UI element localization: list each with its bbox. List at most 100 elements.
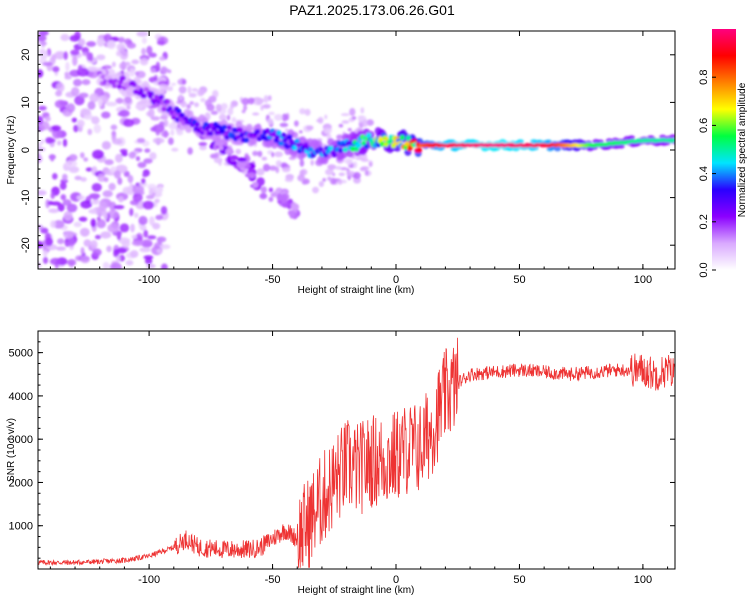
spectrogram-blob bbox=[66, 103, 76, 113]
spectrogram-blob bbox=[236, 160, 246, 169]
spectrogram-blob bbox=[198, 142, 208, 146]
spectrogram-blob bbox=[45, 237, 53, 247]
spectrogram-blob bbox=[66, 203, 78, 213]
spectrogram-blob bbox=[78, 216, 88, 222]
spectrogram-blob bbox=[46, 48, 52, 57]
spectrogram-blob bbox=[107, 39, 116, 50]
spectrogram-blob bbox=[71, 87, 80, 97]
spectrogram-blob bbox=[268, 95, 272, 101]
spectrogram-blob bbox=[194, 121, 200, 127]
spectrogram-blob bbox=[347, 128, 352, 132]
spectrogram-blob bbox=[169, 85, 174, 92]
spectrogram-blob bbox=[300, 168, 308, 176]
spectrogram-blob bbox=[187, 86, 192, 94]
spectrogram-blob bbox=[324, 114, 328, 120]
spectrogram-blob bbox=[117, 177, 123, 185]
spectrogram-blob bbox=[231, 117, 237, 123]
spectrogram-blob bbox=[362, 119, 368, 128]
spectrogram-blob bbox=[119, 50, 129, 61]
spectrogram-image bbox=[38, 31, 675, 269]
spectrogram-blob bbox=[130, 223, 135, 233]
y-tick-label: 3000 bbox=[9, 434, 33, 446]
colorbar-label: Normalized spectral amplitude bbox=[737, 82, 748, 217]
spectrogram-blob bbox=[131, 59, 140, 65]
spectrogram-blob bbox=[65, 61, 70, 72]
spectrogram-blob bbox=[310, 159, 314, 166]
spectrogram-blob bbox=[123, 118, 135, 127]
spectrogram-blob bbox=[152, 222, 161, 230]
spectrogram-blob bbox=[96, 219, 107, 229]
spectrogram-blob bbox=[136, 31, 149, 37]
spectrogram-blob bbox=[342, 147, 348, 153]
spectrogram-blob bbox=[281, 132, 287, 138]
x-tick-label: -100 bbox=[138, 274, 160, 286]
spectrogram-blob bbox=[268, 187, 274, 193]
spectrogram-blob bbox=[315, 140, 323, 149]
spectrogram-blob bbox=[68, 154, 78, 162]
spectrogram-blob bbox=[64, 71, 70, 77]
spectrogram-blob bbox=[218, 114, 227, 121]
spectrogram-blob bbox=[93, 124, 102, 134]
spectrogram-blob bbox=[74, 175, 82, 181]
spectrogram-blob bbox=[74, 31, 81, 40]
spectrogram-blob bbox=[72, 56, 78, 66]
spectrogram-blob bbox=[252, 181, 259, 188]
spectrogram-blob bbox=[80, 247, 85, 255]
spectrogram-blob bbox=[38, 262, 42, 268]
spectrogram-blob bbox=[179, 94, 183, 101]
spectrogram-blob bbox=[160, 131, 170, 138]
spectrogram-blob bbox=[241, 109, 246, 114]
spectrogram-blob bbox=[176, 128, 184, 136]
spectrogram-blob bbox=[150, 68, 156, 73]
spectrogram-blob bbox=[150, 116, 161, 121]
spectrogram-blob bbox=[156, 40, 166, 46]
spectrogram-blob bbox=[256, 168, 265, 176]
spectrogram-blob bbox=[353, 172, 361, 179]
spectrogram-blob bbox=[73, 78, 82, 87]
spectrogram-blob bbox=[51, 201, 61, 206]
spectrogram-blob bbox=[274, 134, 281, 140]
spectrogram-blob bbox=[54, 51, 66, 60]
spectrogram-blob bbox=[252, 112, 260, 116]
spectrogram-blob bbox=[280, 162, 288, 168]
spectrogram-blob bbox=[115, 153, 123, 163]
spectrogram-blob bbox=[360, 107, 365, 114]
spectrogram-blob bbox=[299, 130, 303, 134]
spectrogram-blob bbox=[287, 210, 294, 216]
spectrogram-blob bbox=[148, 108, 155, 118]
spectrogram-blob bbox=[141, 178, 146, 185]
spectrogram-blob bbox=[290, 203, 300, 211]
spectrogram-blob bbox=[38, 154, 43, 164]
spectrogram-blob bbox=[117, 37, 125, 43]
spectrogram-blob bbox=[67, 237, 76, 247]
spectrogram-blob bbox=[56, 246, 66, 251]
spectrogram-blob bbox=[226, 124, 232, 131]
spectrogram-blob bbox=[669, 134, 675, 140]
spectrogram-blob bbox=[280, 194, 288, 204]
spectrogram-blob bbox=[70, 49, 80, 56]
spectrogram-blob bbox=[117, 111, 127, 117]
spectrogram-blob bbox=[103, 210, 108, 220]
spectrogram-blob bbox=[337, 147, 344, 153]
spectrogram-blob bbox=[325, 168, 334, 176]
spectrogram-blob bbox=[279, 122, 289, 128]
x-tick-label: 50 bbox=[513, 274, 525, 286]
spectrogram-blob bbox=[369, 162, 373, 167]
spectrogram-blob bbox=[338, 123, 344, 128]
colorbar-ticks: 0.0 0.2 0.4 0.6 0.8 bbox=[698, 70, 716, 278]
x-tick-label: 50 bbox=[513, 574, 525, 586]
spectrogram-blob bbox=[49, 257, 62, 266]
spectrogram-blob bbox=[102, 190, 113, 198]
spectrogram-blob bbox=[63, 51, 68, 60]
spectrogram-blob bbox=[672, 138, 675, 142]
spectrogram-blob bbox=[365, 169, 369, 176]
spectrogram-blob bbox=[139, 181, 148, 188]
spectrogram-blob bbox=[171, 147, 179, 152]
spectrogram-blob bbox=[338, 179, 342, 185]
spectrogram-blob bbox=[60, 194, 67, 201]
spectrogram-blob bbox=[83, 114, 94, 120]
spectrogram-blob bbox=[338, 172, 345, 177]
spectrogram-blob bbox=[155, 127, 161, 136]
spectrogram-blob bbox=[42, 61, 53, 67]
